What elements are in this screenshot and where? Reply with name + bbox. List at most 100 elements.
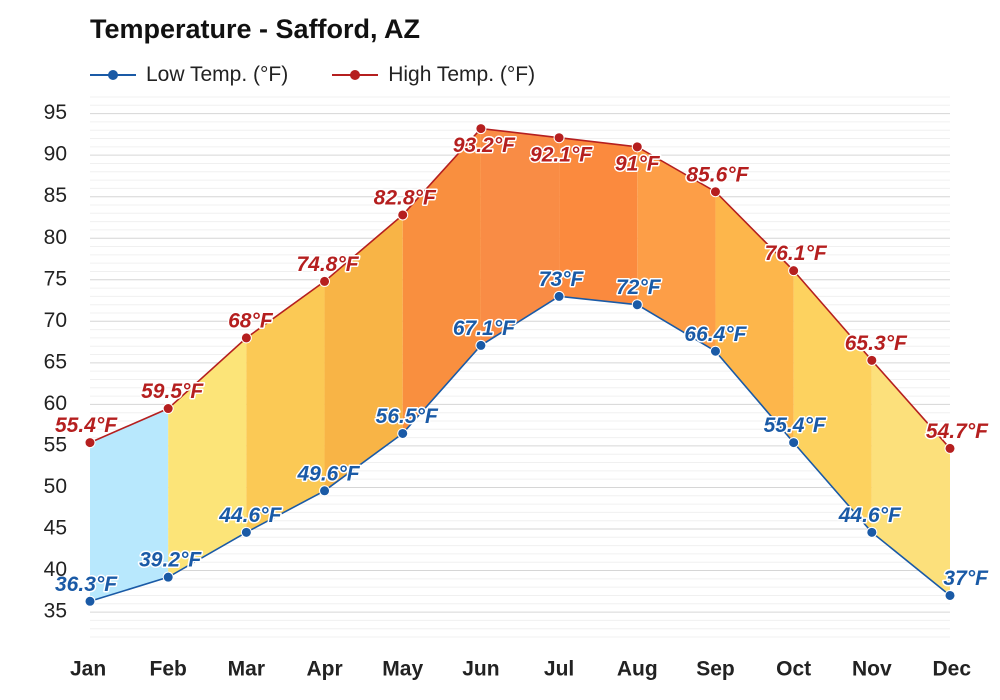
x-tick-label-aug: Aug xyxy=(617,658,658,681)
y-axis: 35 40 45 50 55 60 65 70 75 80 85 90 95 xyxy=(44,101,67,622)
high-temp-point-aug xyxy=(631,141,643,153)
low-temp-label-nov: 44.6°F xyxy=(838,504,902,527)
high-temp-point-jul xyxy=(553,132,565,144)
low-temp-label-mar: 44.6°F xyxy=(218,504,282,527)
x-tick-label-sep: Sep xyxy=(696,658,735,681)
range-band-jul xyxy=(559,137,638,305)
x-tick-label-jun: Jun xyxy=(462,658,499,681)
high-temp-point-apr xyxy=(319,275,331,287)
data-labels: 36.3°F 39.2°F 44.6°F 49.6°F 56.5°F 67.1°F 73°F… xyxy=(54,133,991,598)
high-temp-label-mar: 68°F xyxy=(228,309,274,332)
low-temp-point-aug xyxy=(631,299,643,311)
y-tick-label: 55 xyxy=(44,433,67,456)
high-temp-label-sep: 85.6°F xyxy=(686,163,749,186)
low-temp-point-nov xyxy=(866,526,878,538)
high-temp-point-jun xyxy=(475,123,487,135)
high-temp-label-nov: 65.3°F xyxy=(845,332,908,355)
chart-title: Temperature - Safford, AZ xyxy=(90,14,421,44)
y-tick-label: 95 xyxy=(44,101,67,124)
range-band-jun xyxy=(480,128,560,346)
high-temp-point-jan xyxy=(84,437,96,449)
legend-label-low: Low Temp. (°F) xyxy=(146,63,289,86)
low-temp-label-feb: 39.2°F xyxy=(139,549,202,572)
range-band-feb xyxy=(168,337,247,578)
y-tick-label: 90 xyxy=(44,143,67,166)
high-temp-point-may xyxy=(397,209,409,221)
high-temp-point-mar xyxy=(240,332,252,344)
legend-item-high[interactable]: High Temp. (°F) xyxy=(332,63,535,87)
low-temp-point-mar xyxy=(240,526,252,538)
range-band-may xyxy=(402,128,481,434)
range-band-aug xyxy=(637,146,716,352)
x-tick-label-oct: Oct xyxy=(776,658,811,681)
x-tick-label-dec: Dec xyxy=(932,658,971,681)
high-temp-label-jul: 92.1°F xyxy=(530,143,593,166)
low-temp-point-may xyxy=(397,427,409,439)
range-band-oct xyxy=(793,270,872,533)
series-lines xyxy=(89,127,951,603)
y-tick-label: 50 xyxy=(44,475,67,498)
high-temp-point-feb xyxy=(162,403,174,415)
low-temp-point-apr xyxy=(319,485,331,497)
x-tick-label-nov: Nov xyxy=(852,658,892,681)
range-band-apr xyxy=(324,214,403,491)
low-temp-point-jan xyxy=(84,595,96,607)
high-temp-point-oct xyxy=(788,265,800,277)
high-temp-point-dec xyxy=(944,442,956,454)
low-temp-label-aug: 72°F xyxy=(616,276,662,299)
y-tick-label: 75 xyxy=(44,267,67,290)
x-tick-label-jul: Jul xyxy=(544,658,574,681)
legend-swatch-low xyxy=(90,65,136,85)
high-temp-label-aug: 91°F xyxy=(615,152,661,175)
high-temp-label-jan: 55.4°F xyxy=(55,414,118,437)
high-temp-label-jun: 93.2°F xyxy=(453,134,516,157)
low-temp-label-jun: 67.1°F xyxy=(453,317,516,340)
low-temp-point-jul xyxy=(553,290,565,302)
high-temp-point-sep xyxy=(709,186,721,198)
x-axis: Jan Feb Mar Apr May Jun Jul Aug Sep Oct Nov Dec xyxy=(70,658,971,681)
high-temp-line xyxy=(89,127,951,449)
high-temp-label-oct: 76.1°F xyxy=(765,242,828,265)
high-temp-label-may: 82.8°F xyxy=(374,187,437,210)
y-tick-label: 35 xyxy=(44,600,67,623)
legend-swatch-high xyxy=(332,65,379,85)
range-band-nov xyxy=(871,360,950,596)
range-bands xyxy=(90,128,950,602)
legend-item-low[interactable]: Low Temp. (°F) xyxy=(90,63,288,87)
y-tick-label: 45 xyxy=(44,517,67,540)
high-temp-label-apr: 74.8°F xyxy=(296,253,359,276)
y-tick-label: 60 xyxy=(44,392,67,415)
range-band-mar xyxy=(246,281,325,533)
low-temp-line xyxy=(89,295,951,603)
x-tick-label-apr: Apr xyxy=(306,658,342,681)
y-tick-label: 70 xyxy=(44,309,67,332)
x-tick-label-jan: Jan xyxy=(70,658,106,681)
chart-legend: Low Temp. (°F) High Temp. (°F) xyxy=(90,60,579,90)
y-tick-label: 80 xyxy=(44,226,67,249)
low-temp-point-jun xyxy=(475,339,487,351)
high-temp-label-feb: 59.5°F xyxy=(141,380,204,403)
x-tick-label-feb: Feb xyxy=(150,658,187,681)
series-points xyxy=(84,123,956,607)
low-temp-point-feb xyxy=(162,571,174,583)
y-tick-label: 85 xyxy=(44,184,67,207)
low-temp-label-sep: 66.4°F xyxy=(684,323,747,346)
low-temp-point-sep xyxy=(709,345,721,357)
high-temp-point-nov xyxy=(866,354,878,366)
legend-label-high: High Temp. (°F) xyxy=(388,63,536,86)
y-tick-label: 65 xyxy=(44,350,67,373)
low-temp-point-dec xyxy=(944,589,956,601)
low-temp-label-oct: 55.4°F xyxy=(764,414,827,437)
low-temp-label-apr: 49.6°F xyxy=(296,462,360,485)
low-temp-point-oct xyxy=(788,437,800,449)
range-band-sep xyxy=(715,191,794,443)
range-band-jan xyxy=(90,408,169,602)
low-temp-label-dec: 37°F xyxy=(943,567,989,590)
y-tick-label: 40 xyxy=(44,558,67,581)
low-temp-label-may: 56.5°F xyxy=(376,405,439,428)
high-temp-label-dec: 54.7°F xyxy=(926,420,989,443)
x-tick-label-mar: Mar xyxy=(228,658,265,681)
low-temp-label-jul: 73°F xyxy=(539,268,585,291)
x-tick-label-may: May xyxy=(382,658,423,681)
